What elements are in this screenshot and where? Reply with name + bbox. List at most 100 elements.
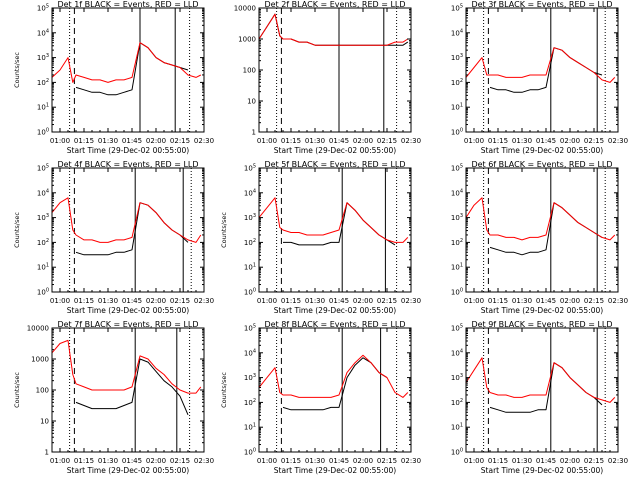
y-tick-label: 102 xyxy=(451,78,463,87)
y-tick-label: 105 xyxy=(244,164,256,173)
y-tick-label: 101 xyxy=(451,263,463,272)
x-tick-label: 01:30 xyxy=(98,457,118,465)
plot-panel-3: 01:00 01:15 01:30 01:45 02:00 02:15 02:30 100 10… xyxy=(451,0,628,155)
lld-series-line xyxy=(51,339,202,394)
plot-panel-9: 01:00 01:15 01:30 01:45 02:00 02:15 02:30 100 10… xyxy=(451,320,628,475)
lld-series-line xyxy=(465,197,616,241)
x-axis-title: Start Time (29-Dec-02 00:55:00) xyxy=(67,306,189,315)
x-axis-title: Start Time (29-Dec-02 00:55:00) xyxy=(67,466,189,475)
x-tick-label: 01:30 xyxy=(305,297,325,305)
x-tick-label: 01:00 xyxy=(50,457,70,465)
plot-panel-6: 01:00 01:15 01:30 01:45 02:00 02:15 02:30 100 10… xyxy=(451,160,628,315)
y-tick-label: 100 xyxy=(37,128,49,137)
y-tick-label: 1000 xyxy=(31,356,49,364)
plot-panel-5: 01:00 01:15 01:30 01:45 02:00 02:15 02:30 100 10… xyxy=(220,160,421,315)
events-series-line xyxy=(283,202,396,246)
y-tick-label: 102 xyxy=(451,398,463,407)
y-tick-label: 103 xyxy=(244,213,256,222)
y-tick-label: 1000 xyxy=(238,36,256,44)
y-tick-label: 10 xyxy=(247,98,256,106)
x-tick-label: 01:15 xyxy=(74,297,94,305)
lld-series-line xyxy=(51,197,202,243)
y-tick-label: 10000 xyxy=(234,5,256,13)
x-tick-label: 01:15 xyxy=(488,297,508,305)
x-tick-label: 01:15 xyxy=(281,297,301,305)
x-tick-label: 02:15 xyxy=(584,457,604,465)
x-tick-label: 02:00 xyxy=(353,137,373,145)
y-tick-label: 103 xyxy=(37,213,49,222)
panel-title: Det 3f BLACK = Events, RED = LLD xyxy=(471,0,612,9)
x-tick-label: 02:30 xyxy=(194,457,214,465)
x-tick-label: 02:15 xyxy=(170,297,190,305)
plot-frame xyxy=(258,167,412,293)
panel-title: Det 8f BLACK = Events, RED = LLD xyxy=(264,320,405,329)
y-tick-label: 104 xyxy=(244,348,256,357)
y-tick-label: 104 xyxy=(37,188,49,197)
y-tick-label: 100 xyxy=(37,288,49,297)
y-tick-label: 103 xyxy=(451,213,463,222)
events-series-line xyxy=(75,42,189,96)
y-tick-label: 102 xyxy=(244,238,256,247)
x-tick-label: 01:00 xyxy=(50,297,70,305)
y-tick-label: 104 xyxy=(451,188,463,197)
x-tick-label: 02:00 xyxy=(353,297,373,305)
x-tick-label: 01:30 xyxy=(98,297,118,305)
x-tick-label: 01:45 xyxy=(122,457,142,465)
x-tick-label: 01:30 xyxy=(305,137,325,145)
x-tick-label: 01:45 xyxy=(329,457,349,465)
x-tick-label: 01:45 xyxy=(536,457,556,465)
x-axis-title: Start Time (29-Dec-02 00:55:00) xyxy=(481,466,603,475)
y-axis-title: Counts/sec xyxy=(13,372,21,408)
y-tick-label: 100 xyxy=(451,288,463,297)
x-tick-label: 01:45 xyxy=(536,297,556,305)
plot-frame xyxy=(465,7,619,133)
x-tick-label: 02:30 xyxy=(194,297,214,305)
y-tick-label: 104 xyxy=(451,348,463,357)
x-tick-label: 01:30 xyxy=(512,457,532,465)
y-tick-label: 102 xyxy=(37,238,49,247)
plot-frame xyxy=(258,327,412,453)
y-tick-label: 10000 xyxy=(27,325,49,333)
x-tick-label: 01:00 xyxy=(464,297,484,305)
plot-panel-7: 01:00 01:15 01:30 01:45 02:00 02:15 02:30 1 10 10… xyxy=(13,320,214,475)
x-tick-label: 02:00 xyxy=(560,137,580,145)
x-tick-label: 02:00 xyxy=(146,457,166,465)
x-axis-title: Start Time (29-Dec-02 00:55:00) xyxy=(274,306,396,315)
events-series-line xyxy=(489,362,603,413)
x-tick-label: 01:45 xyxy=(122,297,142,305)
x-tick-label: 01:45 xyxy=(536,137,556,145)
x-tick-label: 02:15 xyxy=(170,137,190,145)
x-axis-title: Start Time (29-Dec-02 00:55:00) xyxy=(274,466,396,475)
y-tick-label: 102 xyxy=(451,238,463,247)
y-tick-label: 105 xyxy=(451,324,463,333)
events-series-line xyxy=(282,357,388,411)
x-tick-label: 02:30 xyxy=(608,137,628,145)
y-tick-label: 105 xyxy=(244,324,256,333)
x-tick-label: 01:15 xyxy=(74,137,94,145)
x-tick-label: 01:30 xyxy=(512,297,532,305)
x-tick-label: 02:15 xyxy=(377,297,397,305)
x-tick-label: 02:15 xyxy=(170,457,190,465)
y-tick-label: 100 xyxy=(36,387,49,395)
x-tick-label: 01:15 xyxy=(281,457,301,465)
y-tick-label: 105 xyxy=(37,164,49,173)
lld-series-line xyxy=(258,13,409,46)
x-axis-title: Start Time (29-Dec-02 00:55:00) xyxy=(274,146,396,155)
lld-series-line xyxy=(258,197,409,243)
x-tick-label: 02:15 xyxy=(584,137,604,145)
y-tick-label: 1 xyxy=(252,129,256,137)
y-tick-label: 101 xyxy=(37,263,49,272)
y-tick-label: 100 xyxy=(243,67,256,75)
lld-series-line xyxy=(465,47,616,83)
y-tick-label: 105 xyxy=(451,4,463,13)
y-tick-label: 100 xyxy=(244,448,256,457)
x-tick-label: 02:15 xyxy=(377,457,397,465)
x-tick-label: 01:00 xyxy=(257,137,277,145)
y-tick-label: 103 xyxy=(451,373,463,382)
y-tick-label: 100 xyxy=(451,128,463,137)
plot-panel-2: 01:00 01:15 01:30 01:45 02:00 02:15 02:30 1 10 10… xyxy=(234,0,421,155)
x-tick-label: 01:15 xyxy=(488,137,508,145)
plot-panel-4: 01:00 01:15 01:30 01:45 02:00 02:15 02:30 100 10… xyxy=(13,160,214,315)
x-tick-label: 01:00 xyxy=(257,457,277,465)
